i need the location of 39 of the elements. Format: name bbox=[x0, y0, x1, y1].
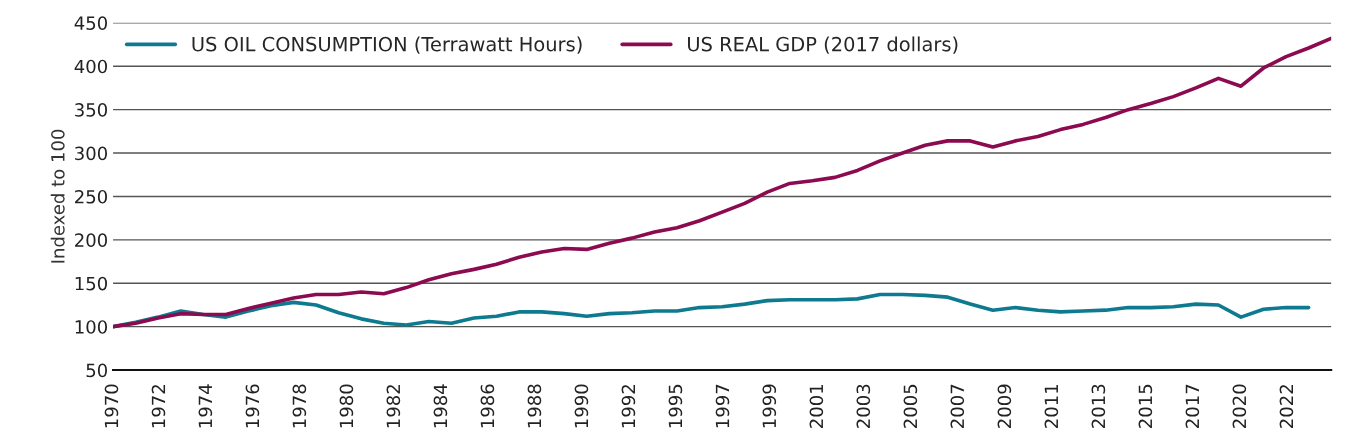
x-tick-label: 2022 bbox=[1279, 385, 1294, 428]
x-tick-label: 1997 bbox=[715, 384, 730, 428]
x-tick-label: 2003 bbox=[856, 384, 871, 428]
x-tick-label: 1992 bbox=[621, 385, 636, 428]
y-axis-title: Indexed to 100 bbox=[50, 129, 65, 263]
x-tick-label: 1986 bbox=[480, 384, 495, 428]
x-tick-label: 1988 bbox=[527, 384, 542, 428]
y-tick-label: 200 bbox=[75, 233, 107, 247]
x-tick-label: 1974 bbox=[198, 384, 213, 428]
x-tick-label: 1982 bbox=[386, 385, 401, 428]
y-tick-label: 150 bbox=[75, 276, 107, 291]
legend-label: US REAL GDP (2017 dollars) bbox=[688, 36, 958, 54]
x-tick-label: 2013 bbox=[1091, 384, 1106, 428]
x-tick-label: 1972 bbox=[151, 385, 166, 428]
y-tick-label: 250 bbox=[75, 189, 107, 204]
x-tick-label: 1999 bbox=[762, 384, 777, 428]
legend-label: US OIL CONSUMPTION (Terrawatt Hours) bbox=[192, 36, 582, 54]
x-tick-label: 2011 bbox=[1044, 384, 1059, 428]
x-tick-label: 1990 bbox=[574, 384, 589, 428]
y-tick-label: 300 bbox=[75, 146, 107, 161]
y-tick-label: 450 bbox=[74, 16, 107, 30]
y-tick-label: 50 bbox=[86, 363, 107, 378]
x-tick-label: 1970 bbox=[104, 384, 119, 428]
x-tick-label: 1976 bbox=[245, 384, 260, 428]
x-tick-label: 1978 bbox=[292, 384, 307, 428]
line-series bbox=[113, 36, 1332, 329]
y-tick-label: 350 bbox=[75, 103, 107, 117]
x-tick-label: 2017 bbox=[1185, 384, 1200, 428]
x-tick-label: 2020 bbox=[1232, 384, 1247, 428]
x-tick-label: 2015 bbox=[1138, 384, 1153, 428]
y-tick-label: 100 bbox=[75, 320, 107, 334]
x-tick-label: 2001 bbox=[809, 384, 824, 428]
x-tick-label: 1995 bbox=[668, 384, 683, 428]
x-tick-label: 2009 bbox=[997, 384, 1012, 428]
x-tick-label: 2005 bbox=[903, 384, 918, 428]
x-tick-label: 1980 bbox=[339, 384, 354, 428]
x-tick-label: 1984 bbox=[433, 384, 448, 428]
x-tick-label: 2007 bbox=[950, 384, 965, 428]
y-tick-label: 400 bbox=[74, 59, 107, 74]
